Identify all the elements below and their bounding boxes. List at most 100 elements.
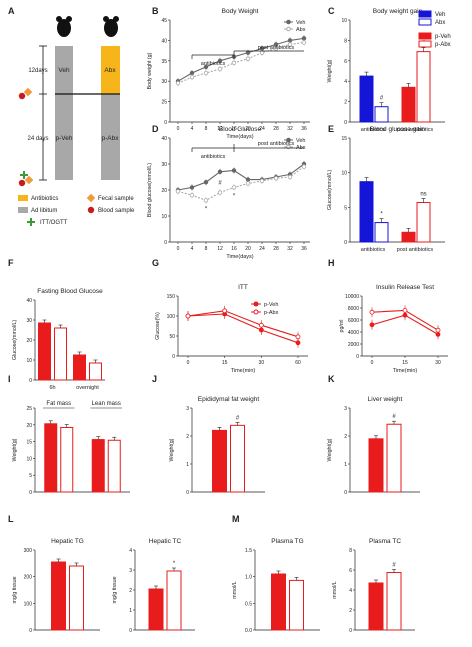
significance-mark: * — [233, 193, 236, 199]
y-tick-label: 5 — [29, 473, 32, 479]
data-point — [259, 178, 265, 184]
y-tick-label: 20 — [26, 338, 32, 344]
x-tick-label: 12 — [217, 246, 223, 252]
pveh-bar — [55, 94, 73, 180]
bar — [374, 222, 389, 243]
series-line — [177, 163, 305, 191]
data-point — [217, 169, 223, 174]
x-axis-label: Time(days) — [226, 254, 253, 260]
panel-letter: M — [232, 514, 240, 524]
y-tick-label: 3 — [186, 406, 189, 412]
panel-letter: D — [152, 124, 159, 134]
y-tick-label: 40 — [161, 38, 167, 44]
bar — [401, 231, 416, 243]
legend-label: p-Abx — [435, 42, 451, 48]
legend-swatch — [418, 10, 432, 18]
y-tick-label: 2 — [186, 434, 189, 440]
x-tick-label: 30 — [259, 360, 265, 366]
panel-letter: E — [328, 124, 334, 134]
category-label: post antibiotics — [397, 127, 434, 133]
y-tick-label: 1.0 — [245, 575, 252, 581]
y-tick-label: 4 — [349, 588, 352, 594]
y-tick-label: 6 — [344, 59, 347, 65]
data-point — [189, 192, 195, 198]
y-tick-label: 0 — [356, 354, 359, 360]
y-axis-label: mg/g tissue — [12, 576, 18, 603]
blood-sample-icon — [87, 206, 95, 214]
y-tick-label: 0 — [349, 628, 352, 634]
mouse-ear-icon — [66, 16, 72, 22]
category-label: antibiotics — [361, 127, 386, 133]
y-tick-label: 6 — [349, 568, 352, 574]
bar — [38, 322, 51, 381]
y-axis-label: Weight(g) — [12, 438, 18, 461]
y-tick-label: 0 — [344, 120, 347, 126]
data-point — [189, 185, 195, 190]
y-tick-label: 20 — [26, 423, 32, 429]
legend-swatch — [418, 40, 432, 48]
chart-title: Body weight gain — [373, 8, 423, 15]
data-point — [369, 322, 375, 328]
pabx-bar — [101, 94, 120, 180]
x-tick-label: 28 — [273, 246, 279, 252]
bar — [54, 327, 67, 381]
y-tick-label: 10 — [26, 358, 32, 364]
days12-label: 12days — [28, 68, 47, 74]
y-tick-label: 8000 — [348, 306, 359, 312]
y-tick-label: 35 — [161, 59, 167, 65]
data-point — [222, 308, 228, 314]
bar — [60, 426, 74, 493]
legend-label: Abx — [296, 27, 306, 33]
legend-adlib: Ad libitum — [31, 208, 57, 214]
y-tick-label: 0 — [29, 378, 32, 384]
category-label: antibiotics — [361, 247, 386, 253]
bar — [44, 423, 58, 493]
itt-icon — [27, 218, 35, 226]
bar — [386, 423, 402, 493]
y-tick-label: 15 — [341, 136, 347, 142]
bar — [51, 561, 66, 631]
bar — [212, 429, 227, 493]
y-tick-label: 0 — [344, 240, 347, 246]
data-point — [369, 309, 375, 315]
bar — [89, 362, 102, 381]
y-axis-label: mg/g tissue — [112, 576, 118, 603]
data-point — [189, 74, 195, 80]
legend-swatch — [418, 18, 432, 26]
abx-bar — [101, 46, 120, 94]
y-axis-label: mmol/L — [332, 581, 338, 598]
bar — [416, 201, 431, 243]
chart-title: Epididymal fat weight — [198, 396, 260, 403]
bar — [69, 565, 84, 631]
bar — [386, 572, 402, 631]
category-label: Lean mass — [92, 401, 121, 407]
y-tick-label: 30 — [161, 162, 167, 168]
x-tick-label: 32 — [287, 246, 293, 252]
y-axis-label: Glucose(mmol/L) — [12, 320, 18, 361]
y-tick-label: 8 — [344, 38, 347, 44]
panel-letter-a: A — [8, 6, 15, 16]
panel-letter: B — [152, 6, 159, 16]
y-tick-label: 1.5 — [245, 548, 252, 554]
y-tick-label: 0 — [164, 120, 167, 126]
y-tick-label: 15 — [26, 440, 32, 446]
data-point — [231, 168, 237, 173]
veh-bar — [55, 46, 73, 94]
x-tick-label: 4 — [191, 246, 194, 252]
y-axis-label: Weight(g) — [327, 59, 333, 82]
annotation-antibiotics: antibiotics — [201, 154, 226, 160]
y-tick-label: 2 — [129, 588, 132, 594]
data-point — [175, 81, 181, 86]
legend-label: Veh — [435, 12, 445, 18]
x-tick-label: 0 — [187, 360, 190, 366]
y-tick-label: 10 — [161, 214, 167, 220]
legend-marker — [253, 301, 259, 307]
legend-adlib-swatch — [18, 207, 28, 213]
y-tick-label: 0 — [172, 354, 175, 360]
y-tick-label: 4000 — [348, 330, 359, 336]
x-tick-label: 15 — [402, 360, 408, 366]
data-point — [258, 322, 264, 328]
series-line — [187, 313, 299, 344]
x-tick-label: 16 — [231, 126, 237, 132]
